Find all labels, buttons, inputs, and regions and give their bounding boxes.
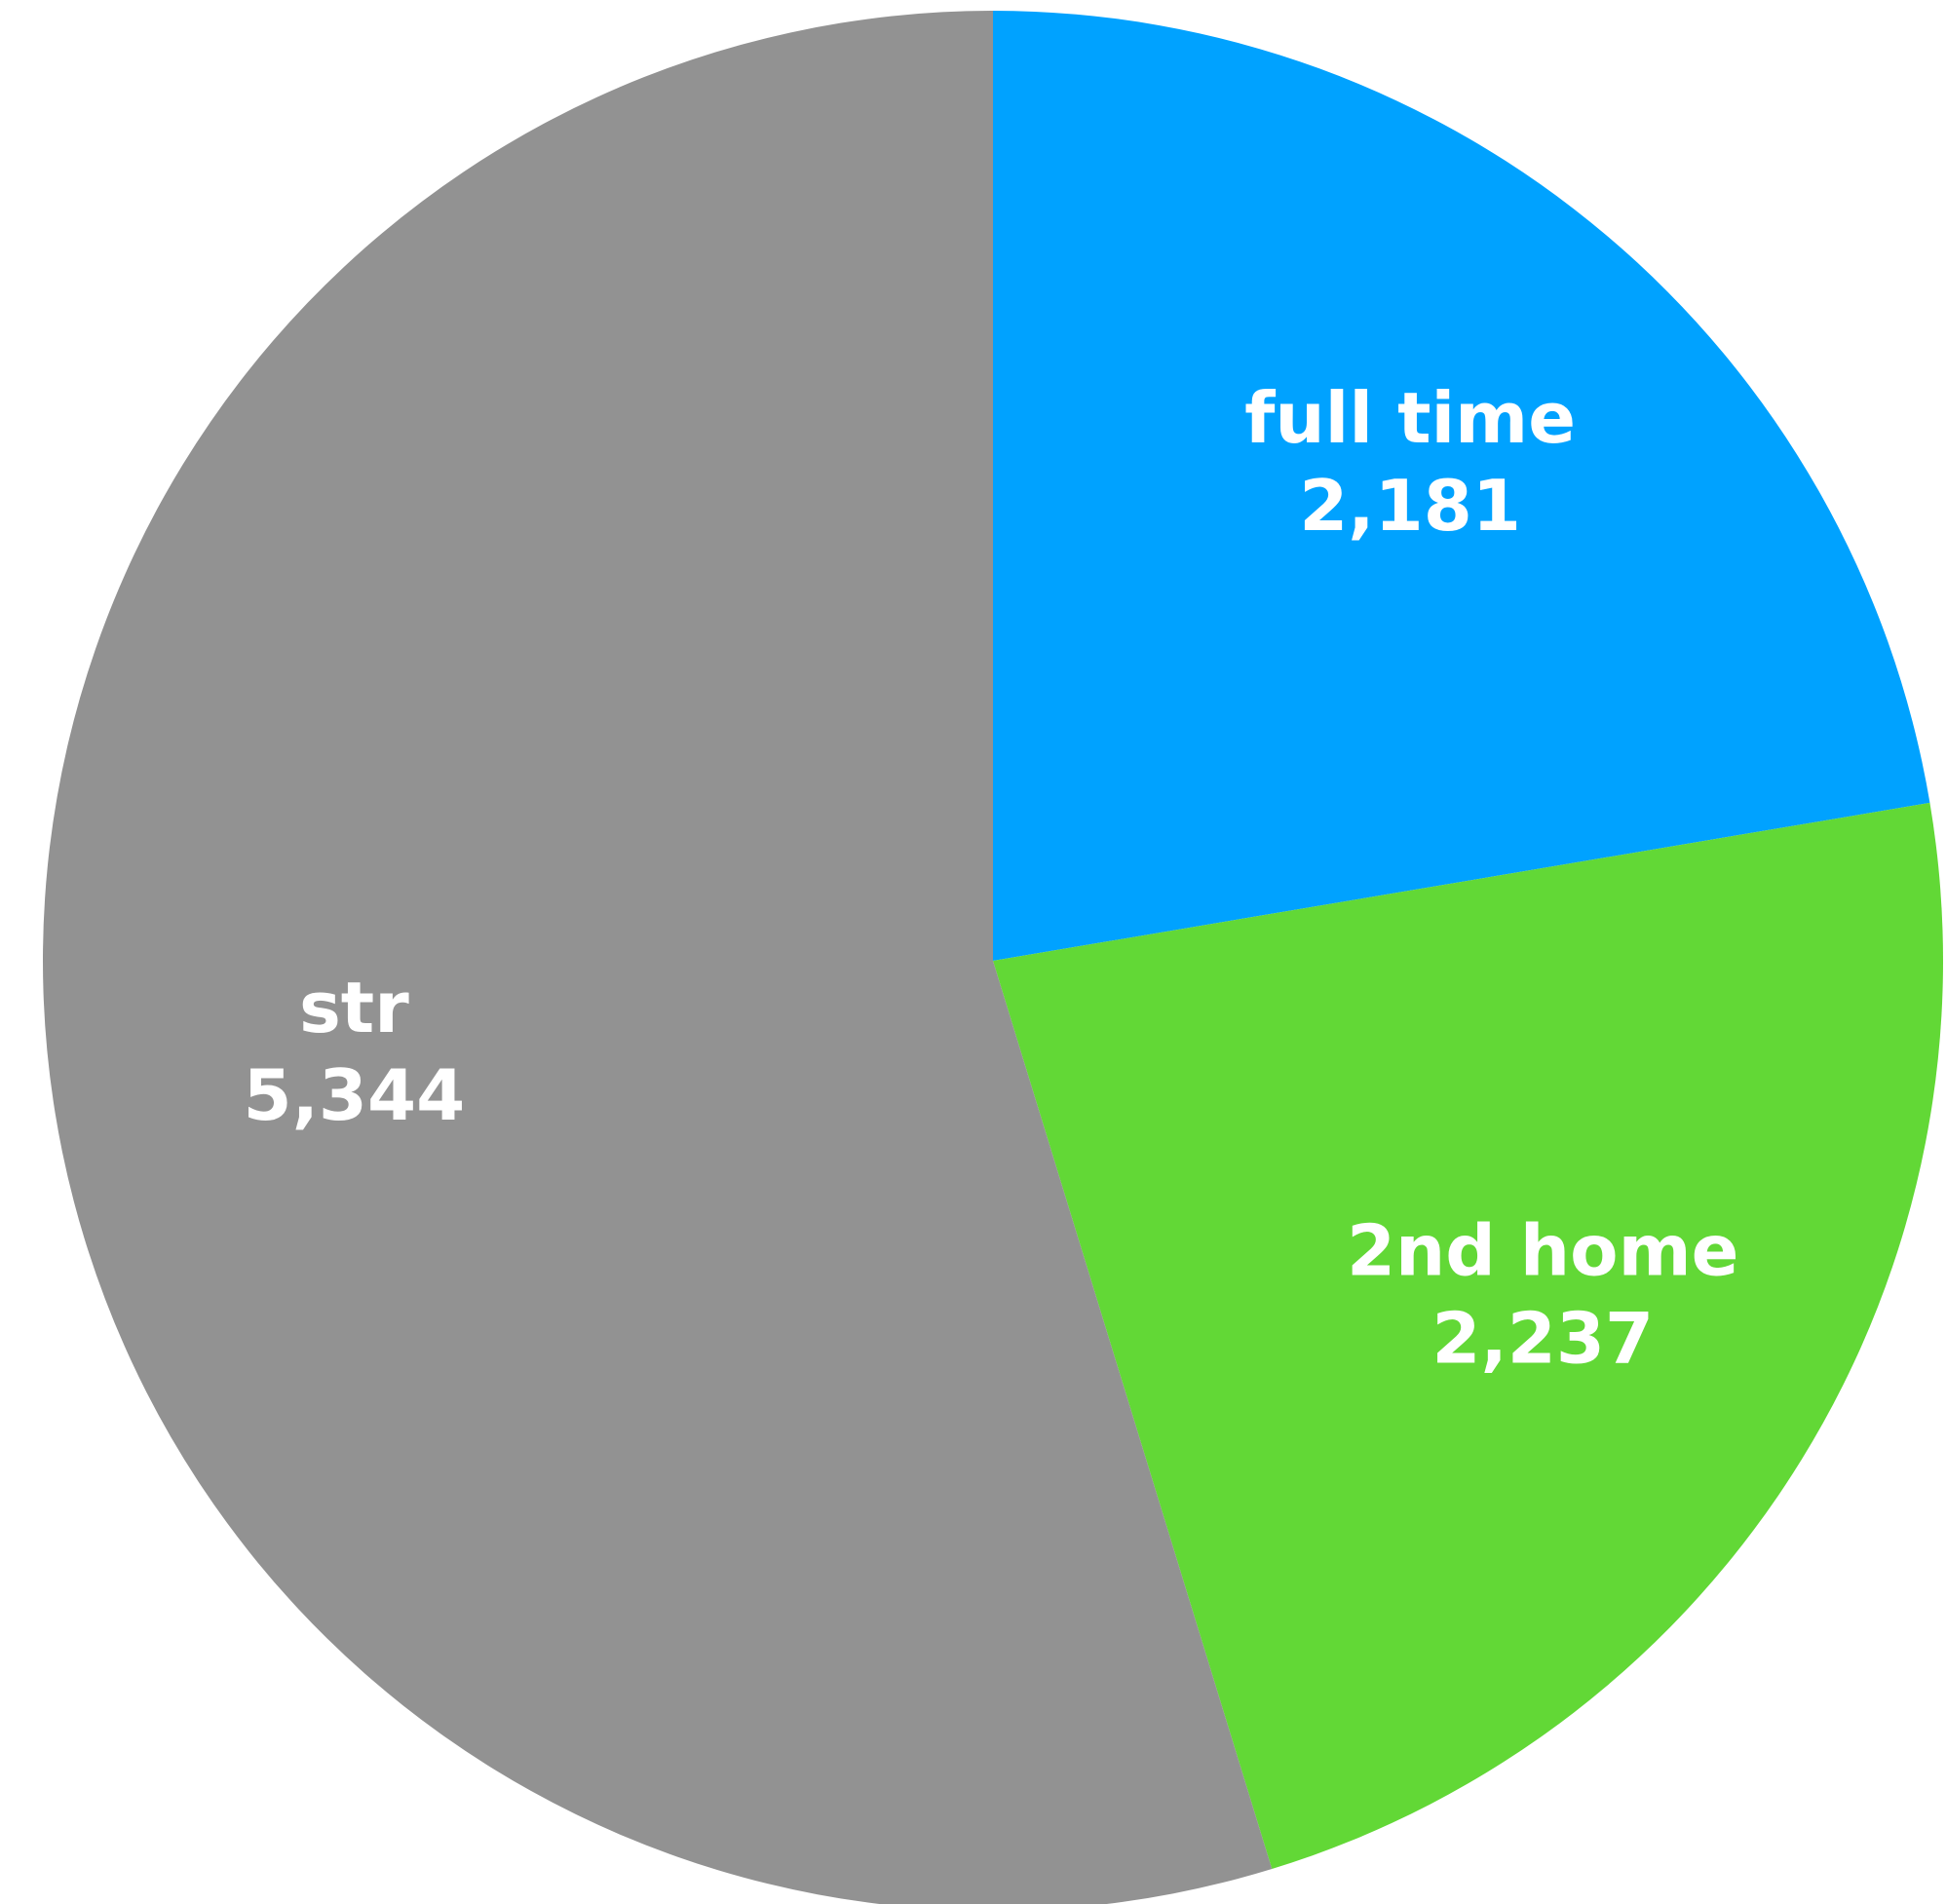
pie-slice	[993, 802, 1943, 1870]
value-label: 5,344	[243, 1054, 465, 1136]
pie-slice	[43, 11, 1273, 1904]
value-label: 2,181	[1299, 465, 1521, 547]
slice-label: full time	[1244, 377, 1576, 459]
slice-label: 2nd home	[1347, 1210, 1739, 1292]
pie-slice	[993, 11, 1930, 961]
value-label: 2,237	[1431, 1298, 1654, 1380]
slice-label: str	[299, 967, 409, 1048]
